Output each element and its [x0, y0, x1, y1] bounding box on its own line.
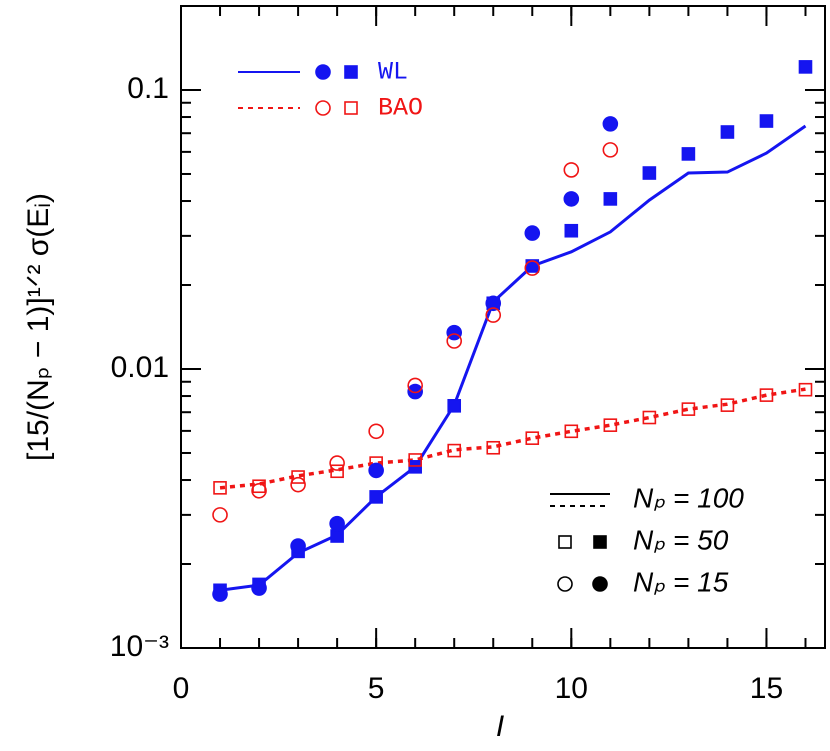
circle-marker: [368, 423, 384, 440]
square-marker: [593, 535, 607, 549]
circle-marker: [602, 142, 619, 158]
square-marker: [486, 440, 501, 455]
square-marker: [344, 101, 358, 115]
circle-marker: [407, 377, 423, 394]
y-tick-label: 0.01: [111, 351, 169, 384]
x-tick-label: 15: [750, 672, 783, 705]
x-axis-label: I: [496, 710, 504, 743]
circle-marker: [524, 225, 541, 241]
square-marker: [344, 65, 358, 79]
legend-label: BAO: [378, 94, 423, 123]
square-marker: [681, 147, 696, 161]
square-marker: [759, 114, 774, 128]
circle-marker: [446, 324, 463, 341]
circle-marker: [485, 307, 502, 323]
y-tick-label: 0.1: [127, 72, 169, 105]
square-marker: [213, 481, 227, 495]
circle-marker: [315, 100, 331, 116]
legend-label: Nₚ = 50: [633, 524, 729, 555]
circle-marker: [602, 116, 619, 132]
circle-marker: [563, 162, 580, 178]
square-marker: [330, 464, 344, 479]
square-marker: [642, 410, 657, 425]
circle-marker: [368, 462, 384, 479]
square-marker: [642, 166, 657, 180]
circle-marker: [524, 260, 541, 276]
circle-marker: [557, 576, 573, 592]
square-marker: [681, 402, 696, 416]
legend-label: WL: [378, 58, 408, 87]
square-marker: [408, 460, 422, 474]
square-marker: [603, 192, 618, 206]
square-marker: [447, 443, 462, 458]
square-marker: [447, 399, 462, 413]
circle-marker: [329, 515, 345, 532]
legend-label: Nₚ = 15: [633, 566, 729, 597]
square-marker: [369, 490, 383, 504]
square-marker: [558, 535, 572, 549]
circle-marker: [407, 383, 423, 400]
circle-marker: [290, 538, 306, 554]
square-marker: [291, 470, 305, 484]
square-marker: [525, 431, 540, 445]
circle-marker: [212, 507, 228, 523]
square-marker: [720, 125, 735, 139]
dashed-line: [219, 387, 806, 490]
circle-marker: [251, 482, 267, 499]
plot-frame: [180, 5, 826, 649]
x-tick-label: 10: [555, 672, 588, 705]
y-axis-label: [15/(Nₚ − 1)]¹ᐟ² σ(Eᵢ): [22, 193, 55, 461]
circle-marker: [212, 586, 228, 602]
x-tick-label: 0: [173, 672, 190, 705]
circle-marker: [592, 576, 608, 592]
square-marker: [564, 424, 579, 439]
y-tick-label: 10⁻³: [110, 630, 169, 663]
square-marker: [603, 418, 618, 432]
square-marker: [330, 529, 344, 543]
circle-marker: [315, 64, 331, 80]
solid-line: [219, 124, 807, 592]
circle-marker: [290, 476, 306, 493]
square-marker: [564, 223, 579, 238]
square-marker: [720, 398, 735, 412]
circle-marker: [251, 580, 267, 596]
square-marker: [759, 388, 774, 402]
square-marker: [798, 60, 813, 74]
circle-marker: [329, 455, 345, 471]
legend-label: Nₚ = 100: [633, 482, 744, 513]
square-marker: [798, 382, 813, 397]
x-tick-label: 5: [368, 672, 385, 705]
circle-marker: [485, 295, 502, 312]
circle-marker: [563, 191, 580, 207]
square-marker: [408, 453, 422, 467]
circle-marker: [446, 333, 463, 349]
